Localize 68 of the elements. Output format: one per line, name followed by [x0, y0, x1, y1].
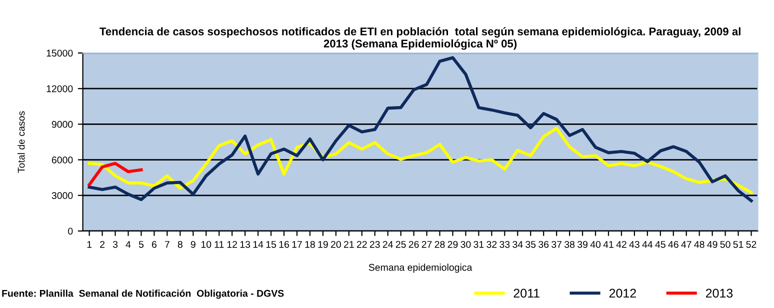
- x-tick-label: 19: [318, 240, 328, 248]
- x-tick-label: 5: [138, 241, 144, 248]
- x-tick-label: 52: [746, 240, 756, 248]
- x-tick-label: 33: [500, 240, 510, 248]
- line-series: [88, 162, 143, 186]
- x-tick-label: 38: [564, 240, 575, 248]
- x-tick-label: 34: [512, 240, 523, 248]
- legend-label: 2011: [514, 288, 540, 298]
- y-tick-label: 6000: [52, 156, 73, 164]
- x-tick-label: 41: [603, 241, 614, 248]
- x-tick-label: 36: [538, 240, 549, 248]
- y-tick-label: 9000: [52, 120, 73, 128]
- x-tick-label: 22: [356, 240, 367, 248]
- x-tick-label: 46: [668, 240, 678, 248]
- x-tick-label: 18: [305, 240, 315, 248]
- x-tick-label: 14: [253, 241, 264, 248]
- x-tick-label: 13: [240, 240, 250, 248]
- x-tick-label: 43: [629, 240, 640, 248]
- x-tick-label: 48: [694, 240, 704, 248]
- x-tick-label: 21: [344, 240, 354, 248]
- x-tick-label: 17: [292, 241, 302, 248]
- x-tick-label: 25: [396, 240, 406, 248]
- x-tick-label: 24: [382, 240, 393, 248]
- x-tick-label: 2: [100, 240, 105, 248]
- source-note: Fuente: Planilla Semanal de Notificación Obligatoria - DGVS: [2, 290, 284, 299]
- x-tick-label: 26: [408, 240, 419, 248]
- x-tick-label: 35: [526, 240, 536, 248]
- x-tick-label: 1: [87, 241, 92, 248]
- y-tick-label: 15000: [46, 50, 73, 57]
- x-tick-label: 12: [227, 240, 237, 248]
- line-series: [88, 56, 753, 202]
- x-tick-label: 28: [434, 240, 445, 248]
- legend-label: 2013: [706, 288, 733, 298]
- legend-label: 2012: [609, 288, 636, 298]
- x-tick-label: 6: [152, 240, 156, 248]
- x-tick-label: 16: [279, 240, 289, 248]
- y-tick-label: 12000: [46, 85, 73, 92]
- x-tick-label: 30: [460, 240, 471, 248]
- x-tick-label: 45: [655, 241, 666, 248]
- y-tick-label: 0: [68, 228, 73, 235]
- x-tick-label: 4: [126, 241, 131, 248]
- x-tick-label: 27: [422, 240, 432, 248]
- x-tick-label: 10: [201, 240, 212, 248]
- x-tick-label: 23: [370, 240, 380, 248]
- x-tick-label: 51: [733, 241, 744, 248]
- x-tick-label: 47: [681, 241, 692, 248]
- x-tick-label: 39: [577, 240, 588, 248]
- x-tick-label: 11: [214, 241, 224, 248]
- x-tick-label: 29: [448, 240, 458, 248]
- x-tick-label: 8: [178, 240, 182, 248]
- y-tick-label: 3000: [52, 192, 73, 200]
- line-series: [88, 126, 753, 194]
- y-axis-title: Total de casos: [18, 111, 25, 173]
- x-tick-label: 44: [642, 241, 653, 248]
- x-tick-label: 32: [486, 240, 497, 248]
- x-tick-label: 15: [266, 241, 276, 248]
- chart-title: Tendencia de casos sospechosos notificados de ETI en población total según semana epidemiológica. Paraguay, 2009 al 2013 (Semana Epidemiológica Nº 05): [100, 27, 740, 50]
- x-tick-label: 20: [331, 240, 341, 248]
- x-tick-label: 37: [552, 240, 562, 248]
- x-tick-label: 9: [190, 240, 196, 248]
- x-tick-label: 40: [590, 240, 601, 248]
- x-tick-label: 49: [707, 240, 718, 248]
- x-axis-title: Semana epidemiologica: [368, 264, 472, 273]
- x-tick-label: 7: [164, 241, 170, 248]
- x-tick-label: 42: [616, 240, 626, 248]
- x-tick-label: 31: [474, 240, 484, 248]
- x-tick-label: 50: [720, 240, 730, 248]
- x-tick-label: 3: [112, 240, 118, 248]
